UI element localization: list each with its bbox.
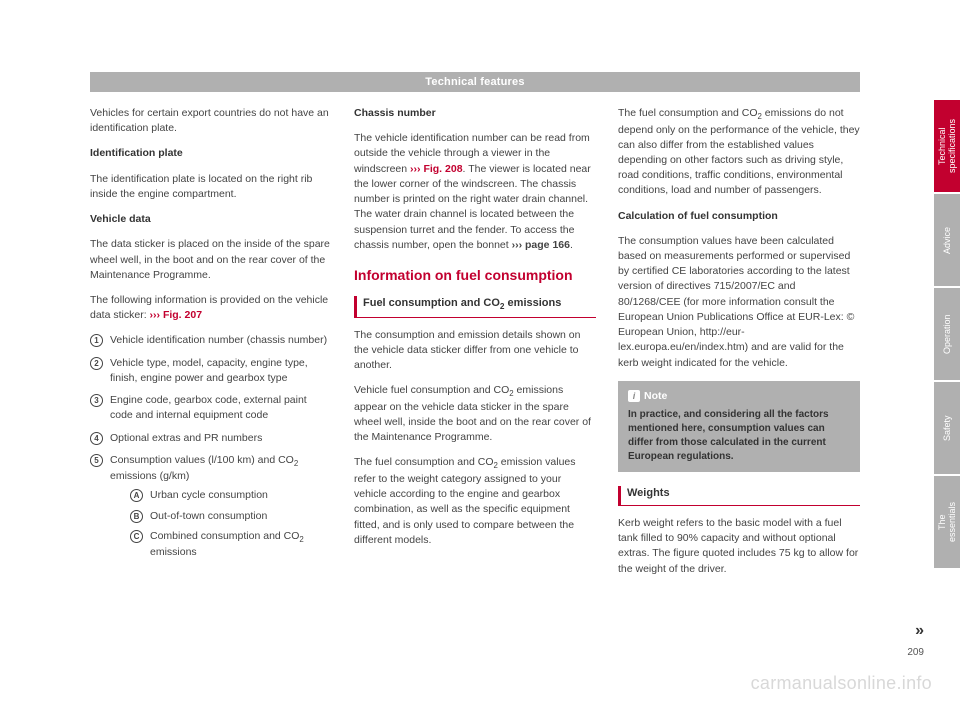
list-marker: B — [130, 510, 143, 523]
body-text: Vehicle fuel consumption and CO2 emissio… — [354, 383, 596, 445]
note-title: iNote — [628, 389, 850, 404]
column-1: Vehicles for certain export countries do… — [90, 106, 332, 587]
body-text: The data sticker is placed on the inside… — [90, 237, 332, 283]
list-item: 5 Consumption values (l/100 km) and CO2 … — [90, 453, 332, 561]
list-item: AUrban cycle consumption — [130, 488, 332, 503]
fig-ref: ››› Fig. 208 — [410, 163, 463, 175]
heading-identification-plate: Identification plate — [90, 146, 332, 161]
page-ref: ››› page 166 — [512, 239, 570, 251]
body-text: The consumption values have been calcula… — [618, 234, 860, 371]
watermark: carmanualsonline.info — [751, 673, 932, 694]
heading-vehicle-data: Vehicle data — [90, 212, 332, 227]
tab-operation[interactable]: Operation — [934, 288, 960, 380]
list-item: 2Vehicle type, model, capacity, engine t… — [90, 356, 332, 386]
note-box: iNote In practice, and considering all t… — [618, 381, 860, 472]
continue-marker: » — [915, 622, 924, 640]
list-marker: C — [130, 530, 143, 543]
sub-list: AUrban cycle consumption BOut-of-town co… — [110, 488, 332, 560]
body-text: The identification plate is located on t… — [90, 172, 332, 202]
page-number: 209 — [907, 647, 924, 658]
section-title-fuel: Information on fuel consumption — [354, 267, 596, 285]
list-marker: 3 — [90, 394, 103, 407]
heading-calculation: Calculation of fuel consumption — [618, 209, 860, 224]
list-item: CCombined consumption and CO2 emissions — [130, 529, 332, 561]
list-item: BOut-of-town consumption — [130, 509, 332, 524]
heading-chassis-number: Chassis number — [354, 106, 596, 121]
info-icon: i — [628, 390, 640, 402]
list-marker: 4 — [90, 432, 103, 445]
subsection-fuel-co2: Fuel consumption and CO2 emissions — [354, 296, 596, 317]
body-text: Vehicles for certain export countries do… — [90, 106, 332, 136]
tab-tech-spec[interactable]: Technical specifications — [934, 100, 960, 192]
list-marker: 1 — [90, 334, 103, 347]
body-text: The fuel consumption and CO2 emissions d… — [618, 106, 860, 199]
fig-ref: ››› Fig. 207 — [150, 309, 203, 321]
body-text: Kerb weight refers to the basic model wi… — [618, 516, 860, 577]
tab-safety[interactable]: Safety — [934, 382, 960, 474]
tab-advice[interactable]: Advice — [934, 194, 960, 286]
tab-essentials[interactable]: The essentials — [934, 476, 960, 568]
content-columns: Vehicles for certain export countries do… — [90, 106, 860, 587]
list-marker: 2 — [90, 357, 103, 370]
list-item: 1Vehicle identification number (chassis … — [90, 333, 332, 348]
column-3: The fuel consumption and CO2 emissions d… — [618, 106, 860, 587]
note-body: In practice, and considering all the fac… — [628, 408, 850, 464]
list-item: 4Optional extras and PR numbers — [90, 431, 332, 446]
list-marker: 5 — [90, 454, 103, 467]
body-text: The vehicle identification number can be… — [354, 131, 596, 253]
page-header: Technical features — [90, 72, 860, 92]
column-2: Chassis number The vehicle identificatio… — [354, 106, 596, 587]
list-marker: A — [130, 489, 143, 502]
body-text: The consumption and emission details sho… — [354, 328, 596, 374]
list-item: 3Engine code, gearbox code, external pai… — [90, 393, 332, 423]
numbered-list: 1Vehicle identification number (chassis … — [90, 333, 332, 560]
side-tabs: Technical specifications Advice Operatio… — [934, 100, 960, 570]
subsection-weights: Weights — [618, 486, 860, 506]
body-text: The fuel consumption and CO2 emission va… — [354, 455, 596, 548]
manual-page: Technical features Vehicles for certain … — [90, 72, 860, 587]
body-text: The following information is provided on… — [90, 293, 332, 323]
